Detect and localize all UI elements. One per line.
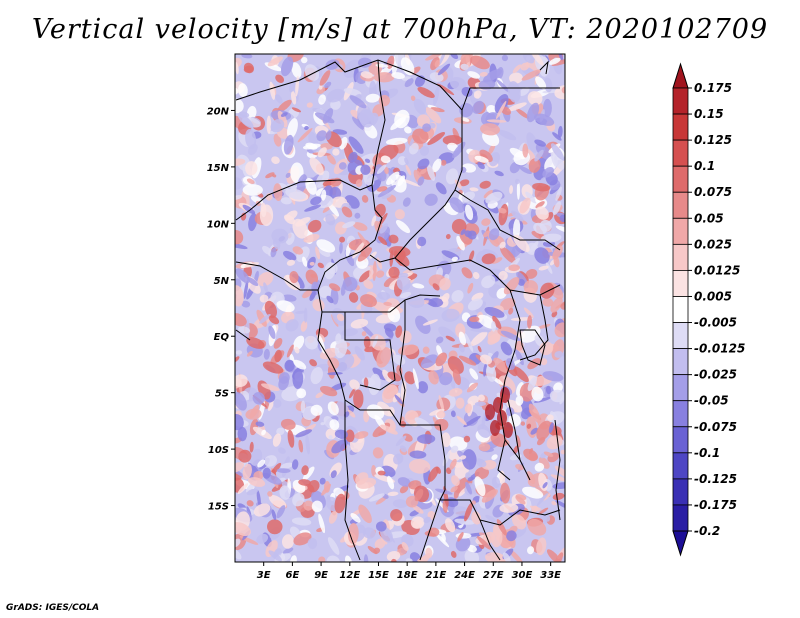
colorbar-swatch bbox=[672, 165, 689, 193]
colorbar-swatch bbox=[672, 504, 689, 532]
colorbar-swatch bbox=[672, 374, 689, 402]
colorbar-swatch bbox=[672, 478, 689, 506]
colorbar-swatch bbox=[672, 426, 689, 454]
colorbar-label: 0.025 bbox=[694, 237, 732, 251]
colorbar-swatch bbox=[672, 452, 689, 480]
colorbar-label: 0.0125 bbox=[694, 263, 740, 277]
lon-tick-label: 15E bbox=[368, 570, 389, 581]
colorbar-label: 0.15 bbox=[694, 107, 724, 121]
lon-tick-label: 12E bbox=[339, 570, 360, 581]
colorbar-label: 0.005 bbox=[694, 289, 732, 303]
lat-tick-label: 15S bbox=[208, 502, 229, 513]
colorbar-label: -0.1 bbox=[694, 446, 720, 460]
latitude-axis: 20N 15N 10N 5N EQ 5S 10S 15S bbox=[207, 106, 235, 513]
lat-tick-label: 15N bbox=[207, 163, 230, 174]
colorbar-top-arrow bbox=[672, 62, 689, 89]
lon-tick-label: 30E bbox=[512, 570, 533, 581]
plot-frame bbox=[234, 53, 566, 563]
colorbar-label: -0.05 bbox=[694, 394, 729, 408]
lat-tick-label: 20N bbox=[207, 106, 230, 117]
colorbar-label: 0.05 bbox=[694, 211, 724, 225]
lat-tick-label: 10S bbox=[208, 445, 229, 456]
colorbar-label: -0.125 bbox=[694, 472, 737, 486]
colorbar-label: -0.025 bbox=[694, 368, 737, 382]
colorbar-label: 0.125 bbox=[694, 133, 732, 147]
colorbar-label: 0.075 bbox=[694, 185, 732, 199]
colorbar-swatch bbox=[672, 322, 689, 349]
lon-tick-label: 3E bbox=[257, 570, 271, 581]
colorbar-bottom-arrow bbox=[672, 530, 689, 557]
colorbar-label: 0.1 bbox=[694, 159, 715, 173]
lon-tick-label: 6E bbox=[285, 570, 299, 581]
colorbar-swatch bbox=[672, 113, 689, 141]
colorbar-label: -0.2 bbox=[694, 524, 720, 538]
lat-tick-label: EQ bbox=[214, 332, 230, 343]
footer-credit: GrADS: IGES/COLA bbox=[6, 603, 100, 613]
lat-tick-label: 5N bbox=[214, 276, 230, 287]
colorbar-swatch bbox=[672, 270, 689, 297]
colorbar: 0.175 0.15 0.125 0.1 0.075 0.05 0.025 0.0125 0.0… bbox=[672, 62, 745, 557]
colorbar-swatch bbox=[672, 296, 689, 323]
lon-tick-label: 24E bbox=[454, 570, 475, 581]
colorbar-swatch bbox=[672, 191, 689, 219]
colorbar-label: -0.005 bbox=[694, 316, 737, 330]
colorbar-swatch bbox=[672, 217, 689, 245]
lat-tick-label: 10N bbox=[207, 219, 230, 230]
longitude-axis: 3E 6E 9E 12E 15E 18E 21E 24E 27E 30E 33E bbox=[257, 562, 561, 581]
map-title: Vertical velocity [m/s] at 700hPa, VT: 2… bbox=[31, 14, 769, 45]
lon-tick-label: 33E bbox=[540, 570, 561, 581]
lon-tick-label: 18E bbox=[397, 570, 418, 581]
lat-tick-label: 5S bbox=[215, 389, 229, 400]
colorbar-label: -0.175 bbox=[694, 498, 737, 512]
colorbar-label: -0.0125 bbox=[694, 342, 745, 356]
colorbar-label: -0.075 bbox=[694, 420, 737, 434]
colorbar-swatch bbox=[672, 243, 689, 271]
lon-tick-label: 27E bbox=[483, 570, 504, 581]
velocity-field bbox=[235, 54, 565, 562]
country-borders bbox=[235, 59, 561, 561]
lon-tick-label: 21E bbox=[425, 570, 446, 581]
lon-tick-label: 9E bbox=[314, 570, 328, 581]
colorbar-swatch bbox=[672, 400, 689, 428]
colorbar-swatch bbox=[672, 348, 689, 376]
colorbar-swatch bbox=[672, 139, 689, 167]
colorbar-label: 0.175 bbox=[694, 81, 732, 95]
colorbar-swatch bbox=[672, 87, 689, 115]
